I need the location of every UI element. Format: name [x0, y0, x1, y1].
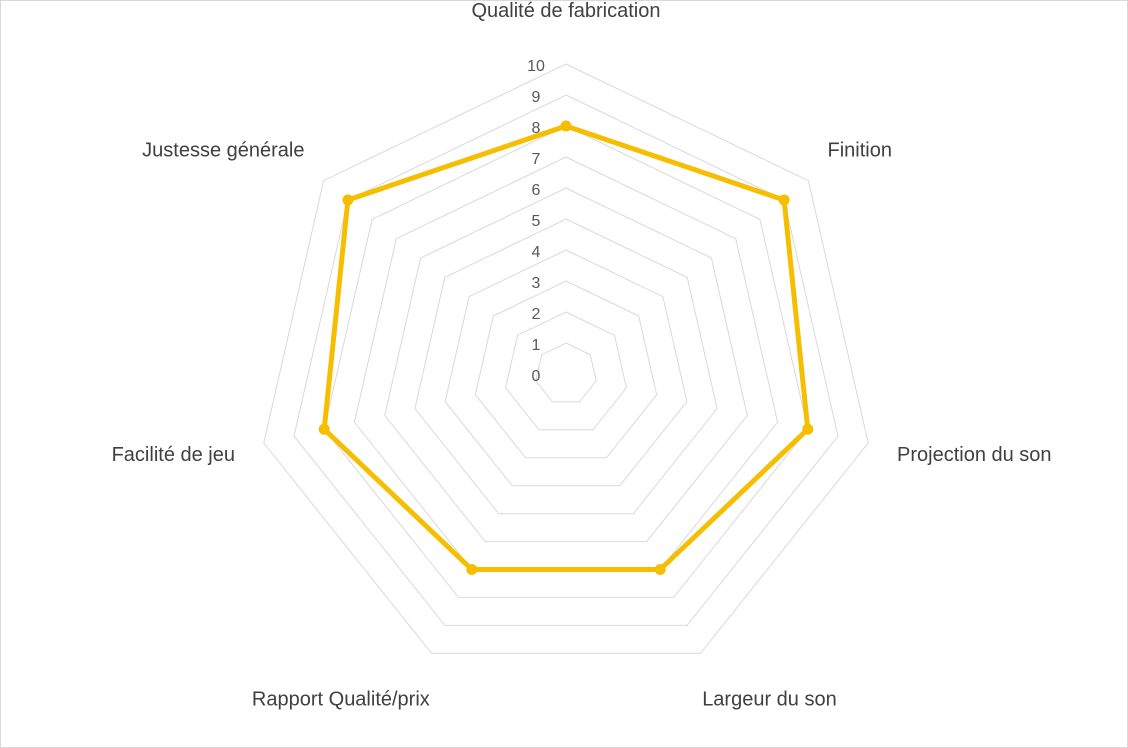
tick-label: 5	[532, 213, 541, 230]
data-point-3	[802, 423, 814, 435]
axis-label-5: Rapport Qualité/prix	[252, 688, 430, 710]
tick-label: 8	[532, 120, 541, 137]
grid-ring-5	[414, 218, 718, 515]
grid-ring-9	[293, 94, 839, 626]
data-point-4	[654, 564, 666, 575]
grid-ring-6	[384, 187, 748, 543]
grid-ring-1	[535, 342, 597, 403]
grid-ring-10	[263, 63, 869, 654]
data-point-1	[560, 120, 572, 132]
grid-layer	[263, 63, 869, 654]
data-point-5	[466, 564, 478, 575]
grid-ring-8	[323, 125, 809, 598]
grid-ring-4	[444, 249, 688, 487]
tick-label: 10	[527, 58, 545, 75]
series-line	[321, 123, 811, 572]
data-point-7	[342, 194, 354, 206]
axis-label-7: Justesse générale	[142, 140, 304, 162]
tick-label-layer: 0 1 2 3 4 5 6 7 8 9 10	[527, 58, 545, 385]
tick-label: 6	[532, 182, 541, 199]
tick-label: 9	[532, 89, 541, 106]
axis-label-1: Qualité de fabrication	[471, 1, 660, 22]
axis-label-4: Largeur du son	[702, 688, 837, 710]
tick-label: 2	[532, 306, 541, 323]
grid-ring-3	[474, 280, 658, 459]
tick-label: 7	[532, 151, 541, 168]
axis-label-3: Projection du son	[897, 444, 1052, 466]
tick-label: 3	[532, 275, 541, 292]
tick-label: 4	[532, 244, 541, 261]
axis-label-6: Facilité de jeu	[112, 444, 235, 466]
series-layer	[318, 120, 814, 575]
axis-label-layer: Qualité de fabrication Finition Projection…	[112, 1, 1052, 710]
data-point-2	[778, 194, 790, 206]
tick-label: 1	[532, 337, 541, 354]
grid-ring-2	[505, 311, 627, 431]
data-point-6	[318, 423, 330, 435]
tick-label: 0	[532, 368, 541, 385]
axis-label-2: Finition	[828, 140, 892, 162]
